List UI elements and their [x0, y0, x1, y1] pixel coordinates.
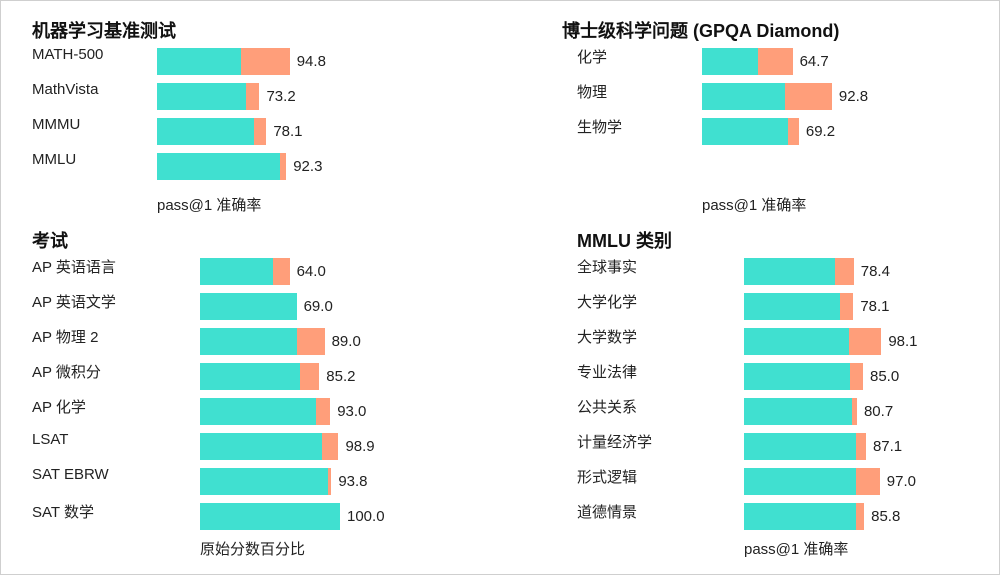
data-label: 100.0	[347, 508, 385, 525]
category-label: AP 英语文学	[32, 294, 116, 311]
data-label: 92.8	[838, 88, 869, 105]
bar-gain	[253, 118, 267, 145]
chart-title: 博士级科学问题 (GPQA Diamond)	[562, 21, 840, 41]
category-label: 生物学	[577, 119, 623, 136]
bar-gain	[758, 48, 793, 75]
bar-gain	[849, 328, 882, 355]
data-label: 85.0	[870, 368, 900, 385]
data-label: 89.0	[331, 333, 361, 350]
bar-gain	[316, 398, 331, 425]
category-label: 公共关系	[577, 399, 638, 416]
data-label: 98.9	[345, 438, 375, 455]
bar-base	[200, 328, 297, 355]
x-axis-label: pass@1 准确率	[157, 197, 262, 214]
x-axis-label: pass@1 准确率	[744, 541, 849, 558]
bar-gain	[856, 503, 865, 530]
bar-base	[200, 363, 300, 390]
bar-gain	[299, 363, 320, 390]
data-label: 93.8	[338, 473, 368, 490]
bar-base	[744, 293, 841, 320]
bar-gain	[241, 48, 290, 75]
chart-title: MMLU 类别	[577, 231, 672, 251]
category-label: MMMU	[32, 116, 81, 133]
category-label: AP 化学	[32, 399, 86, 416]
bar-gain	[321, 433, 339, 460]
bar-gain	[246, 83, 260, 110]
x-axis-label: pass@1 准确率	[702, 197, 807, 214]
bar-gain	[272, 258, 290, 285]
category-label: SAT 数学	[32, 504, 94, 521]
data-label: 80.7	[863, 403, 894, 420]
data-label: 78.1	[273, 123, 303, 140]
category-label: SAT EBRW	[32, 466, 109, 483]
data-label: 78.1	[860, 298, 890, 315]
bar-gain	[296, 328, 325, 355]
bar-base	[702, 83, 786, 110]
data-label: 94.8	[296, 53, 326, 70]
category-label: MMLU	[32, 151, 77, 168]
category-label: MathVista	[32, 81, 99, 98]
category-label: 道德情景	[577, 504, 638, 521]
chart-title: 考试	[32, 231, 68, 251]
bar-base	[702, 48, 759, 75]
chart-title: 机器学习基准测试	[32, 21, 176, 41]
bar-gain	[856, 468, 880, 495]
bar-gain	[855, 433, 866, 460]
data-label: 92.3	[293, 158, 323, 175]
data-label: 98.1	[888, 333, 918, 350]
data-label: 85.8	[871, 508, 901, 525]
bar-base	[157, 83, 247, 110]
category-label: 形式逻辑	[577, 469, 638, 486]
category-label: AP 英语语言	[32, 259, 116, 276]
bar-base	[157, 118, 254, 145]
bar-base	[200, 398, 317, 425]
bar-gain	[840, 293, 854, 320]
data-label: 87.1	[872, 438, 903, 455]
bar-base	[702, 118, 789, 145]
category-label: LSAT	[32, 431, 69, 448]
data-label: 93.0	[337, 403, 367, 420]
bar-gain	[849, 363, 863, 390]
bar-gain	[835, 258, 854, 285]
category-label: MATH-500	[32, 46, 104, 63]
bar-base	[200, 468, 328, 495]
category-label: AP 物理 2	[32, 329, 99, 346]
data-label: 73.2	[266, 88, 296, 105]
data-label: 78.4	[860, 263, 890, 280]
bar-base	[200, 293, 297, 320]
data-label: 64.7	[799, 53, 829, 70]
category-label: 大学化学	[577, 294, 638, 311]
bar-base	[744, 398, 852, 425]
category-label: 大学数学	[577, 329, 638, 346]
category-label: AP 微积分	[32, 364, 101, 381]
data-label: 69.2	[805, 123, 836, 140]
bar-base	[744, 433, 856, 460]
bar-gain	[788, 118, 799, 145]
bar-gain	[280, 153, 287, 180]
bar-base	[744, 363, 850, 390]
bar-gain	[327, 468, 332, 495]
data-label: 69.0	[303, 298, 333, 315]
bar-base	[157, 48, 242, 75]
bar-gain	[851, 398, 857, 425]
data-label: 97.0	[886, 473, 916, 490]
bar-base	[744, 328, 850, 355]
category-label: 计量经济学	[577, 434, 653, 451]
bar-base	[744, 468, 857, 495]
data-label: 85.2	[326, 368, 356, 385]
bar-base	[744, 503, 857, 530]
category-label: 全球事实	[577, 259, 638, 276]
bar-base	[200, 433, 322, 460]
bar-base	[200, 258, 273, 285]
category-label: 专业法律	[577, 364, 638, 381]
data-label: 64.0	[296, 263, 326, 280]
category-label: 化学	[577, 49, 608, 66]
bar-base	[744, 258, 836, 285]
bar-base	[157, 153, 281, 180]
bar-gain	[785, 83, 832, 110]
x-axis-label: 原始分数百分比	[200, 541, 306, 558]
category-label: 物理	[577, 84, 608, 101]
bar-base	[200, 503, 340, 530]
